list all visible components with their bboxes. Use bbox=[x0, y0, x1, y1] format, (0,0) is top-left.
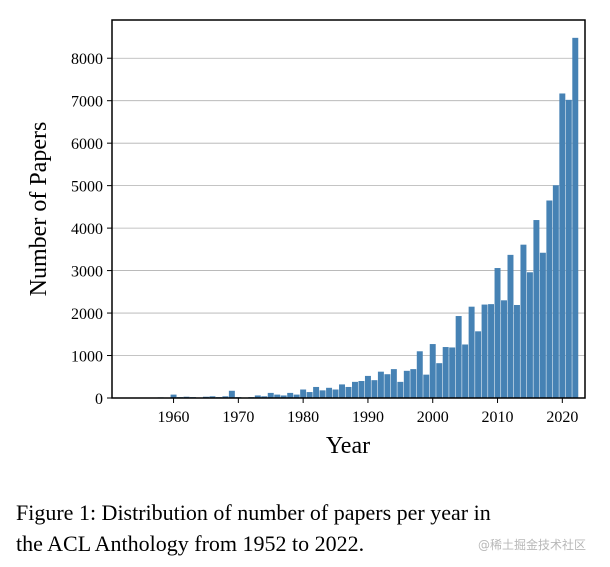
x-tick-label-2020: 2020 bbox=[546, 409, 578, 426]
bar-2002 bbox=[442, 347, 449, 398]
bar-1988 bbox=[351, 381, 358, 398]
bar-2009 bbox=[488, 304, 495, 398]
bar-2000 bbox=[429, 344, 436, 398]
bar-2022 bbox=[572, 37, 579, 399]
y-tick-label-2000: 2000 bbox=[71, 306, 103, 323]
x-tick-label-1970: 1970 bbox=[222, 409, 254, 426]
y-axis-label: Number of Papers bbox=[26, 122, 52, 297]
grid-lines bbox=[112, 57, 585, 399]
bar-2019 bbox=[552, 185, 559, 398]
bar-2001 bbox=[436, 363, 443, 398]
bar-1997 bbox=[410, 369, 417, 398]
bar-1982 bbox=[313, 386, 320, 398]
bar-2012 bbox=[507, 254, 514, 398]
x-axis-ticks: 1960 1970 1980 1990 2000 2010 2020 bbox=[158, 398, 578, 426]
y-tick-label-1000: 1000 bbox=[71, 349, 103, 366]
bar-2016 bbox=[533, 220, 540, 398]
bar-2006 bbox=[468, 306, 475, 398]
y-tick-label-4000: 4000 bbox=[71, 221, 103, 238]
bar-1995 bbox=[397, 381, 404, 398]
y-tick-label-7000: 7000 bbox=[71, 94, 103, 111]
bar-series bbox=[118, 37, 579, 399]
bar-1993 bbox=[384, 374, 391, 398]
bar-2005 bbox=[462, 344, 469, 398]
x-axis-label: Year bbox=[326, 433, 370, 459]
bar-1976 bbox=[274, 394, 281, 398]
watermark: @稀土掘金技术社区 bbox=[478, 538, 587, 552]
bar-2017 bbox=[539, 252, 546, 398]
bar-2011 bbox=[501, 300, 507, 398]
y-tick-label-3000: 3000 bbox=[71, 264, 103, 281]
y-tick-label-0: 0 bbox=[95, 391, 103, 408]
bar-1977 bbox=[280, 395, 287, 398]
bar-1985 bbox=[332, 389, 339, 398]
x-tick-label-2000: 2000 bbox=[417, 409, 449, 426]
bar-1979 bbox=[293, 394, 300, 398]
bar-1980 bbox=[300, 389, 307, 398]
caption-line-2: the ACL Anthology from 1952 to 2022. bbox=[16, 531, 365, 556]
x-tick-label-1960: 1960 bbox=[158, 409, 190, 426]
y-tick-label-6000: 6000 bbox=[71, 136, 103, 153]
bar-2014 bbox=[520, 244, 527, 398]
bar-1990 bbox=[364, 375, 371, 398]
bar-1996 bbox=[403, 370, 410, 398]
bar-1969 bbox=[228, 390, 235, 398]
bar-1968 bbox=[222, 396, 229, 398]
bar-1986 bbox=[339, 384, 346, 398]
bar-2008 bbox=[481, 304, 488, 398]
bar-1999 bbox=[423, 374, 430, 398]
bar-1978 bbox=[287, 392, 294, 398]
plot-frame bbox=[111, 19, 586, 399]
bar-2020 bbox=[559, 93, 566, 398]
bar-2013 bbox=[513, 304, 520, 398]
bar-1975 bbox=[267, 392, 274, 398]
x-tick-label-1980: 1980 bbox=[287, 409, 319, 426]
bar-2010 bbox=[494, 268, 501, 398]
bar-2007 bbox=[475, 331, 482, 398]
bar-1983 bbox=[319, 390, 326, 398]
bar-1981 bbox=[306, 392, 313, 398]
bar-1973 bbox=[254, 395, 261, 398]
bar-1974 bbox=[261, 396, 268, 398]
y-tick-label-5000: 5000 bbox=[71, 179, 103, 196]
bar-1998 bbox=[416, 351, 423, 398]
figure-caption: Figure 1: Distribution of number of pape… bbox=[16, 497, 601, 559]
bar-2015 bbox=[526, 272, 533, 398]
bar-1966 bbox=[209, 396, 216, 398]
y-tick-label-8000: 8000 bbox=[71, 51, 103, 68]
bar-1987 bbox=[345, 386, 352, 398]
y-axis-ticks: 0 1000 2000 3000 4000 5000 6000 7000 8000 bbox=[71, 51, 112, 408]
bar-1992 bbox=[377, 371, 384, 398]
caption-line-1: Figure 1: Distribution of number of pape… bbox=[16, 500, 491, 525]
bar-2004 bbox=[455, 316, 462, 398]
bar-2021 bbox=[565, 99, 572, 398]
bar-1989 bbox=[358, 381, 365, 398]
bar-1984 bbox=[326, 387, 333, 398]
bar-1960 bbox=[170, 394, 177, 398]
bar-1994 bbox=[390, 369, 397, 398]
bar-1991 bbox=[371, 380, 378, 398]
x-tick-label-1990: 1990 bbox=[352, 409, 384, 426]
bar-2018 bbox=[546, 200, 553, 398]
x-tick-label-2010: 2010 bbox=[482, 409, 514, 426]
bar-2003 bbox=[449, 347, 456, 398]
